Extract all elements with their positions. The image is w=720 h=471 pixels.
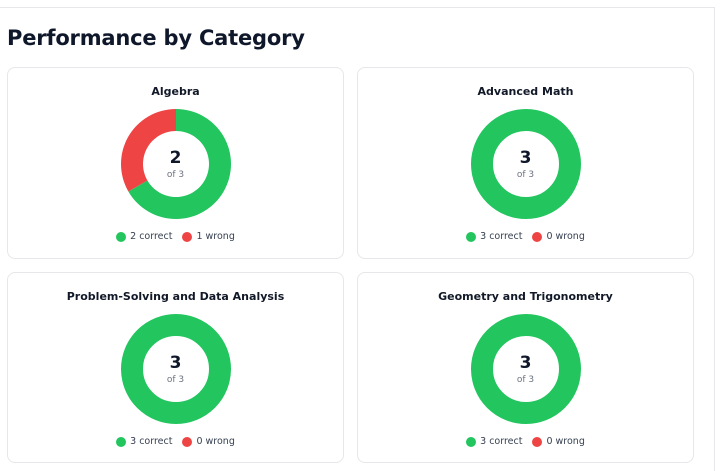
legend-correct: 3 correct <box>116 436 172 447</box>
correct-slice <box>120 314 231 424</box>
donut-svg <box>470 109 581 219</box>
panel-top-border <box>0 7 715 8</box>
donut-chart: 3 of 3 <box>470 109 581 219</box>
page-title: Performance by Category <box>7 26 305 50</box>
chart-legend: 3 correct 0 wrong <box>358 436 693 447</box>
correct-dot-icon <box>116 231 127 242</box>
legend-wrong-label: 0 wrong <box>546 436 585 447</box>
panel-right-border <box>714 7 715 471</box>
donut-center: 3 of 3 <box>121 314 231 424</box>
legend-wrong-label: 0 wrong <box>196 436 235 447</box>
legend-correct: 3 correct <box>466 436 522 447</box>
card-title: Geometry and Trigonometry <box>438 290 613 303</box>
wrong-dot-icon <box>532 436 543 447</box>
donut-center: 3 of 3 <box>471 109 581 219</box>
donut-svg <box>120 109 231 219</box>
donut-svg <box>470 314 581 424</box>
legend-wrong: 0 wrong <box>532 231 585 242</box>
correct-count: 3 <box>519 352 532 373</box>
legend-wrong: 0 wrong <box>182 436 235 447</box>
card-title: Algebra <box>151 85 200 98</box>
correct-slice <box>470 314 581 424</box>
legend-wrong: 1 wrong <box>182 231 235 242</box>
donut-svg <box>120 314 231 424</box>
correct-dot-icon <box>116 436 127 447</box>
donut-chart: 2 of 3 <box>120 109 231 219</box>
total-label: of 3 <box>166 169 185 180</box>
correct-count: 3 <box>169 352 182 373</box>
chart-legend: 3 correct 0 wrong <box>8 436 343 447</box>
correct-dot-icon <box>466 436 477 447</box>
card-title: Advanced Math <box>477 85 574 98</box>
legend-correct: 2 correct <box>116 231 172 242</box>
legend-correct-label: 2 correct <box>130 231 173 242</box>
total-label: of 3 <box>166 374 185 385</box>
legend-wrong-label: 0 wrong <box>546 231 585 242</box>
correct-slice <box>127 109 231 219</box>
wrong-slice <box>120 109 176 192</box>
wrong-dot-icon <box>182 231 193 242</box>
donut-center: 2 of 3 <box>121 109 231 219</box>
legend-correct-label: 3 correct <box>130 436 173 447</box>
wrong-dot-icon <box>532 231 543 242</box>
legend-correct-label: 3 correct <box>480 231 523 242</box>
legend-correct-label: 3 correct <box>480 436 523 447</box>
total-label: of 3 <box>516 169 535 180</box>
category-card-advanced-math: Advanced Math 3 of 3 3 correct 0 wrong <box>357 67 694 259</box>
chart-legend: 3 correct 0 wrong <box>358 231 693 242</box>
correct-count: 3 <box>519 147 532 168</box>
category-card-geometry: Geometry and Trigonometry 3 of 3 3 corre… <box>357 272 694 463</box>
wrong-dot-icon <box>182 436 193 447</box>
donut-chart: 3 of 3 <box>470 314 581 424</box>
legend-correct: 3 correct <box>466 231 522 242</box>
legend-wrong-label: 1 wrong <box>196 231 235 242</box>
category-card-algebra: Algebra 2 of 3 2 correct 1 wrong <box>7 67 344 259</box>
card-title: Problem-Solving and Data Analysis <box>66 290 285 303</box>
total-label: of 3 <box>516 374 535 385</box>
donut-chart: 3 of 3 <box>120 314 231 424</box>
legend-wrong: 0 wrong <box>532 436 585 447</box>
correct-slice <box>470 109 581 219</box>
correct-dot-icon <box>466 231 477 242</box>
correct-count: 2 <box>169 147 182 168</box>
category-card-problem-solving: Problem-Solving and Data Analysis 3 of 3… <box>7 272 344 463</box>
chart-legend: 2 correct 1 wrong <box>8 231 343 242</box>
donut-center: 3 of 3 <box>471 314 581 424</box>
